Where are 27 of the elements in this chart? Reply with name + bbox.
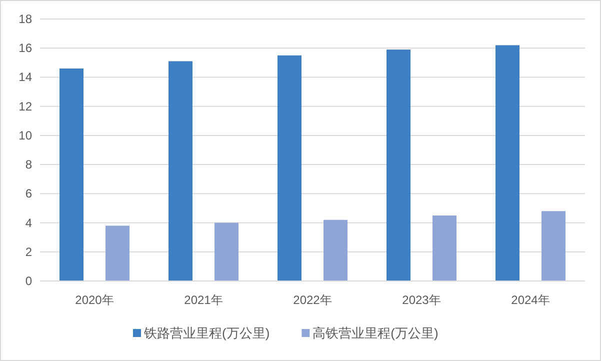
- legend-label: 高铁营业里程(万公里): [312, 326, 438, 340]
- y-tick-label: 10: [18, 128, 32, 142]
- y-tick-label: 18: [18, 12, 32, 26]
- x-tick-label: 2020年: [75, 293, 114, 307]
- x-tick-label: 2022年: [293, 293, 332, 307]
- y-tick-label: 6: [25, 186, 32, 201]
- y-tick-label: 2: [25, 244, 32, 259]
- bar: [168, 61, 192, 281]
- y-tick-label: 0: [25, 274, 32, 288]
- bar: [542, 211, 566, 281]
- bar: [278, 55, 302, 281]
- bar: [496, 45, 520, 281]
- bar: [386, 50, 410, 281]
- bar: [324, 220, 348, 281]
- y-tick-label: 4: [25, 216, 32, 230]
- bar: [106, 226, 130, 281]
- legend-label: 铁路营业里程(万公里): [143, 326, 270, 340]
- bar: [432, 216, 456, 281]
- y-tick-label: 14: [18, 70, 32, 84]
- y-tick-label: 16: [18, 41, 32, 56]
- x-tick-label: 2021年: [184, 293, 223, 307]
- y-tick-label: 8: [25, 158, 32, 172]
- bar: [214, 222, 238, 281]
- x-tick-label: 2024年: [511, 293, 550, 307]
- x-tick-label: 2023年: [402, 293, 441, 307]
- bar: [60, 68, 84, 281]
- y-tick-label: 12: [18, 99, 32, 114]
